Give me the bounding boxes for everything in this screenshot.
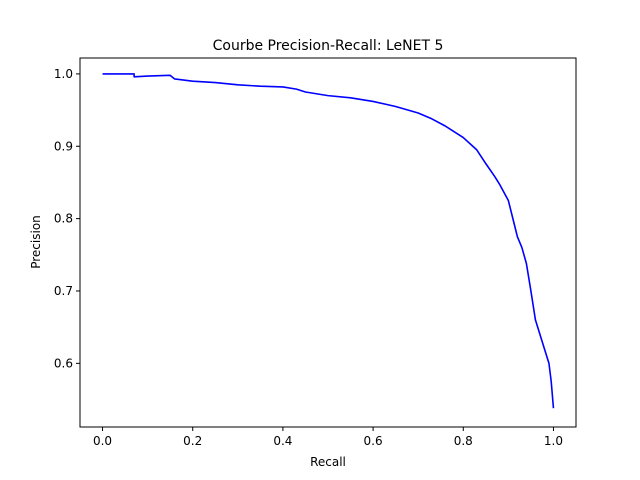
- x-tick-label: 0.2: [183, 434, 202, 448]
- x-tick-label: 0.0: [93, 434, 112, 448]
- y-tick-label: 0.6: [54, 356, 73, 370]
- x-tick-label: 0.6: [364, 434, 383, 448]
- x-tick-label: 0.8: [454, 434, 473, 448]
- chart-title: Courbe Precision-Recall: LeNET 5: [213, 38, 444, 54]
- x-tick-label: 0.4: [273, 434, 292, 448]
- y-axis-label: Precision: [29, 215, 43, 269]
- x-tick-label: 1.0: [544, 434, 563, 448]
- plot-frame: [79, 57, 577, 428]
- precision-recall-line: [102, 73, 555, 409]
- x-axis-label: Recall: [310, 455, 346, 469]
- y-tick-label: 1.0: [54, 67, 73, 81]
- y-tick-label: 0.8: [54, 212, 73, 226]
- x-axis-ticks: 0.0 0.2 0.4 0.6 0.8 1.0: [93, 427, 563, 448]
- y-tick-label: 0.9: [54, 139, 73, 153]
- y-axis-ticks: 0.6 0.7 0.8 0.9 1.0: [54, 67, 80, 370]
- y-tick-label: 0.7: [54, 284, 73, 298]
